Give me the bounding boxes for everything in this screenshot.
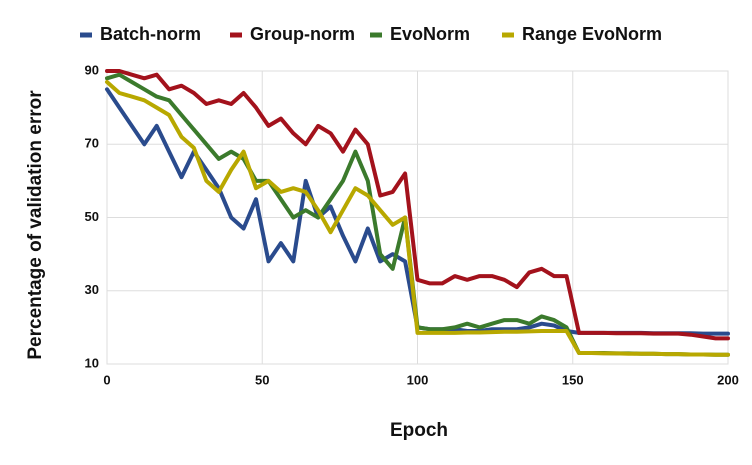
y-tick-label: 70 (85, 136, 99, 151)
legend-label: EvoNorm (390, 24, 470, 44)
legend-label: Group-norm (250, 24, 355, 44)
series-line (105, 80, 730, 357)
x-tick-label: 150 (562, 372, 584, 387)
y-axis-label: Percentage of validation error (25, 90, 46, 360)
series-line (105, 69, 730, 341)
x-tick-label: 0 (103, 372, 110, 387)
x-axis-label: Epoch (390, 420, 448, 441)
x-tick-label: 50 (255, 372, 269, 387)
x-tick-label: 100 (407, 372, 429, 387)
legend-label: Batch-norm (100, 24, 201, 44)
x-tick-label: 200 (717, 372, 739, 387)
y-tick-label: 30 (85, 282, 99, 297)
legend-label: Range EvoNorm (522, 24, 662, 44)
y-tick-label: 10 (85, 355, 99, 370)
y-tick-label: 90 (85, 62, 99, 77)
y-tick-label: 50 (85, 209, 99, 224)
